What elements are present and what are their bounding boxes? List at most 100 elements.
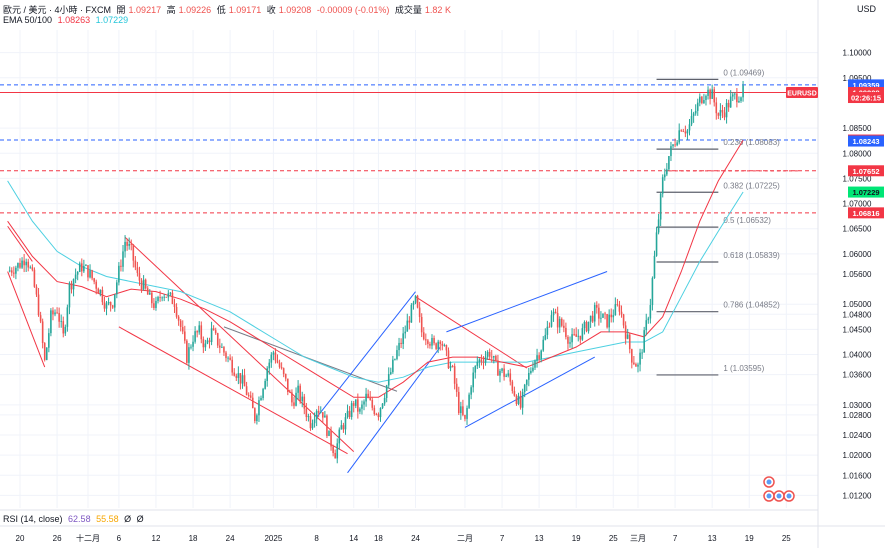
candle-body: [330, 430, 332, 447]
candle-body: [653, 255, 656, 279]
candle-body: [550, 315, 553, 327]
y-tick-label: 1.09500: [843, 74, 872, 83]
symbol-tag-text[interactable]: EURUSD: [787, 90, 817, 97]
candle-body: [50, 310, 52, 334]
candle-body: [715, 102, 718, 114]
price-label[interactable]: [848, 135, 884, 147]
candle-body: [192, 341, 194, 347]
candle-body: [342, 425, 345, 430]
economic-events[interactable]: [763, 476, 795, 502]
candle-body: [45, 347, 48, 360]
currency-label[interactable]: USD: [857, 4, 877, 14]
candle-body: [101, 289, 104, 303]
x-tick-label: 三月: [630, 534, 646, 543]
candle-body: [361, 404, 363, 409]
candle-body: [198, 325, 201, 333]
y-tick-label: 1.04800: [843, 310, 872, 319]
candle-body: [118, 265, 120, 283]
price-axis[interactable]: 1.10000 1.09500 1.08500 1.08000 1.07500 1.070…: [786, 49, 884, 501]
candle-body: [486, 351, 489, 357]
candle-body: [81, 263, 83, 272]
candle-body: [705, 95, 707, 101]
rsi-legend[interactable]: RSI (14, close) 62.58 55.58 Ø Ø: [3, 514, 147, 524]
candle-body: [85, 265, 87, 266]
y-tick-label: 1.08500: [843, 124, 872, 133]
candle-body: [301, 396, 304, 402]
candle-body: [466, 407, 468, 419]
price-label[interactable]: [848, 186, 884, 198]
x-tick-label: 20: [16, 534, 25, 543]
price-label[interactable]: [848, 207, 884, 219]
candle-body: [165, 296, 168, 298]
trend-line[interactable]: [316, 291, 416, 418]
candle-body: [103, 302, 106, 309]
trend-line[interactable]: [446, 271, 608, 333]
trend-channels[interactable]: [7, 170, 799, 474]
horizontal-lines[interactable]: [0, 84, 818, 214]
fibonacci-retracement[interactable]: 0 (1.09469) 0.236 (1.08083) 0.382 (1.07225…: [656, 68, 781, 376]
trend-line[interactable]: [7, 271, 46, 368]
candle-body: [99, 289, 102, 294]
candle-body: [532, 367, 534, 371]
candle-body: [542, 339, 545, 351]
candle-body: [443, 345, 446, 346]
price-label-text[interactable]: 1.08243: [852, 137, 879, 146]
candle-body: [202, 339, 205, 348]
candle-body: [235, 375, 238, 378]
candle-body: [348, 410, 351, 417]
price-label[interactable]: [848, 92, 884, 104]
candle-body: [686, 130, 689, 134]
symbol-tag[interactable]: [786, 86, 818, 98]
candle-body: [346, 410, 349, 418]
symbol-line[interactable]: 歐元 / 美元 · 4小時 · FXCM: [3, 5, 112, 15]
candle-body: [175, 306, 178, 317]
candle-body: [216, 333, 219, 346]
candle-body: [484, 356, 487, 363]
symbol-header: 歐元 / 美元 · 4小時 · FXCM 開 1.09217 高 1.09226 低…: [3, 3, 454, 16]
candle-body: [163, 296, 165, 298]
candle-body: [569, 342, 571, 344]
y-tick-label: 1.04500: [843, 325, 872, 334]
candle-body: [78, 263, 81, 272]
candle-body: [548, 326, 551, 328]
candle-body: [17, 263, 19, 268]
candle-body: [35, 286, 38, 295]
volume-value: 1.82 K: [424, 5, 451, 15]
trend-line[interactable]: [7, 225, 33, 262]
candle-body: [332, 446, 334, 453]
candle-body: [245, 386, 248, 395]
candle-body: [206, 340, 209, 344]
candle-body: [536, 355, 538, 361]
candle-body: [311, 423, 314, 429]
time-axis[interactable]: 20 26 十二月 6 12 18 24 2025 8 14 18 24 二月 7 13 19 25 三月 7 13 1…: [16, 533, 792, 543]
price-label[interactable]: [848, 79, 884, 91]
candle-body: [120, 265, 122, 267]
ema-legend[interactable]: EMA 50/100 1.08263 1.07229: [3, 15, 131, 25]
trend-line[interactable]: [464, 356, 595, 428]
candle-body: [284, 373, 287, 379]
candle-body: [583, 322, 586, 329]
candle-body: [204, 343, 207, 348]
candle-body: [233, 372, 236, 376]
price-label-text[interactable]: 1.06816: [852, 209, 879, 218]
candle-body: [713, 89, 716, 103]
trend-line[interactable]: [118, 326, 348, 455]
candle-body: [91, 270, 93, 279]
price-label[interactable]: [848, 165, 884, 177]
candle-body: [83, 265, 85, 272]
candle-body: [670, 146, 672, 157]
y-tick-label: 1.02800: [843, 411, 872, 420]
trend-line[interactable]: [347, 346, 441, 474]
candle-body: [521, 392, 524, 408]
candle-body: [637, 364, 639, 367]
candle-body: [497, 360, 499, 376]
candle-body: [136, 267, 139, 274]
price-label-text[interactable]: 02:26:15: [851, 94, 881, 103]
price-label-text[interactable]: 1.07229: [852, 188, 879, 197]
trend-line[interactable]: [415, 296, 528, 369]
price-label-text[interactable]: 1.07652: [852, 167, 879, 176]
candle-body: [13, 272, 15, 274]
trend-line[interactable]: [124, 236, 355, 453]
price-label-text[interactable]: 1.09359: [852, 81, 879, 90]
